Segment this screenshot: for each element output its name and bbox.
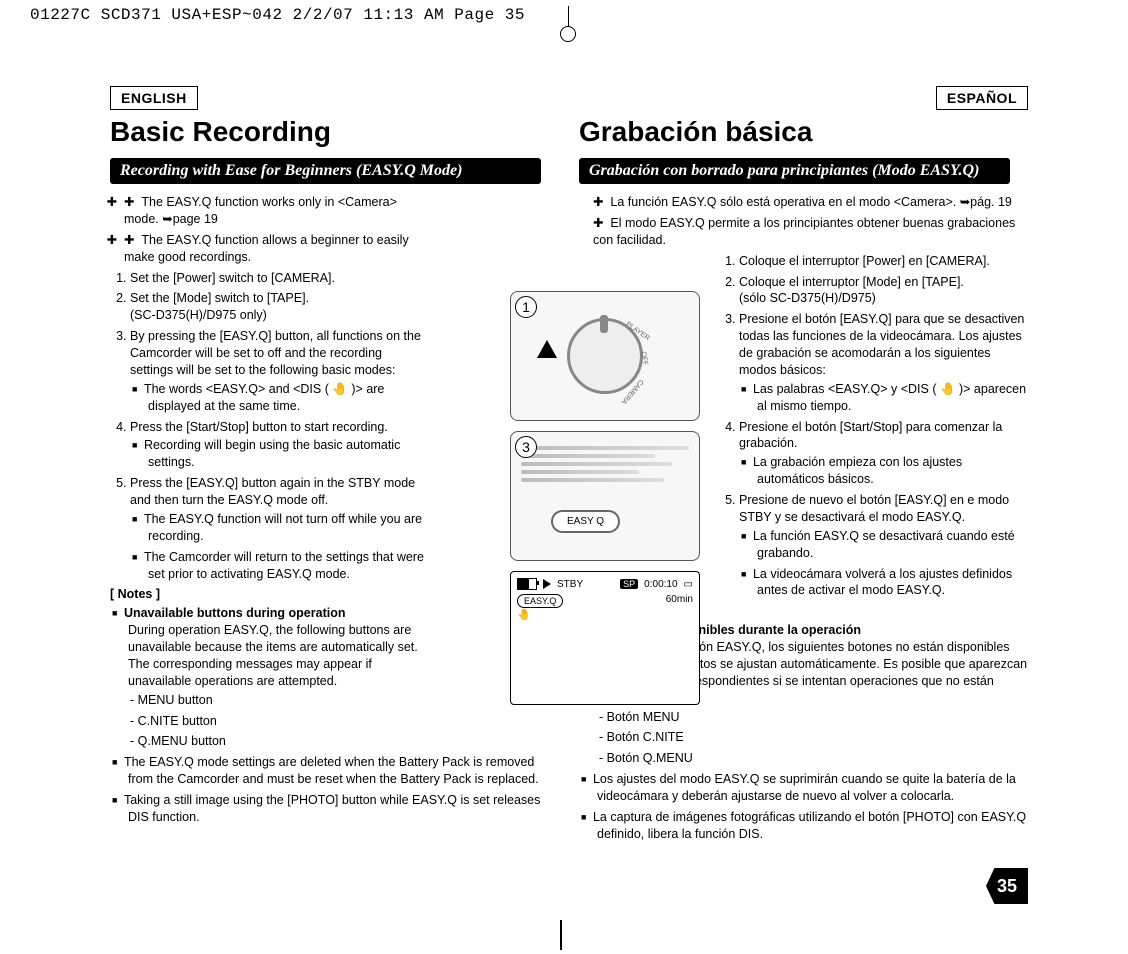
crop-mark-top — [560, 6, 576, 42]
dis-hand-icon: 🤚 — [517, 608, 693, 621]
figure-power-switch: 1 PLAYER OFF CAMERA — [510, 291, 700, 421]
dial-label-off: OFF — [639, 351, 648, 366]
note-subitem: Q.MENU button — [146, 733, 425, 750]
step-item: Presione el botón [EASY.Q] para que se d… — [739, 311, 1028, 414]
step-item: Press the [Start/Stop] button to start r… — [130, 419, 425, 472]
notes-heading: [ Notes ] — [110, 586, 425, 603]
substep: The EASY.Q function will not turn off wh… — [148, 511, 425, 545]
easyq-button-label: EASY Q — [551, 510, 620, 533]
step-item: Presione de nuevo el botón [EASY.Q] en e… — [739, 492, 1028, 599]
body-spanish-intro: ✚ La función EASY.Q sólo está operativa … — [579, 194, 1028, 249]
step-item: Coloque el interruptor [Mode] en [TAPE].… — [739, 274, 1028, 308]
content-frame: ENGLISH Basic Recording Recording with E… — [110, 86, 1028, 914]
figure-zone: 1 PLAYER OFF CAMERA 3 EASY Q — [510, 291, 700, 705]
substep: La grabación empieza con los ajustes aut… — [757, 454, 1028, 488]
intro-line: ✚ The EASY.Q function allows a beginner … — [124, 232, 425, 266]
note-subitem: Botón Q.MENU — [615, 750, 1028, 767]
note-item: The EASY.Q mode settings are deleted whe… — [128, 754, 550, 788]
note-item: Los ajustes del modo EASY.Q se suprimirá… — [597, 771, 1028, 805]
note-subitem: C.NITE button — [146, 713, 425, 730]
lcd-remaining: 60min — [666, 594, 693, 605]
substep: La videocámara volverá a los ajustes def… — [757, 566, 1028, 600]
body-english-wide: The EASY.Q mode settings are deleted whe… — [110, 754, 550, 826]
step-item: Presione el botón [Start/Stop] para come… — [739, 419, 1028, 489]
step-item: Set the [Power] switch to [CAMERA]. — [130, 270, 425, 287]
lcd-easyq-pill: EASY.Q — [517, 594, 563, 608]
figure-easyq-button: 3 EASY Q — [510, 431, 700, 561]
language-tag-spanish: ESPAÑOL — [936, 86, 1028, 110]
play-indicator-icon — [543, 579, 551, 589]
note-subitem: Botón MENU — [615, 709, 1028, 726]
figure-lcd-screen: STBY SP 0:00:10 ▭ EASY.Q 60min 🤚 — [510, 571, 700, 705]
intro-line: ✚ The EASY.Q function works only in <Cam… — [124, 194, 425, 228]
cassette-icon: ▭ — [684, 579, 693, 590]
lcd-timecode: 0:00:10 — [644, 579, 677, 590]
battery-icon — [517, 578, 537, 590]
step-item: Set the [Mode] switch to [TAPE].(SC-D375… — [130, 290, 425, 324]
body-english: ✚ The EASY.Q function works only in <Cam… — [110, 194, 425, 750]
lcd-sp-badge: SP — [620, 579, 638, 589]
body-spanish-steps: Coloque el interruptor [Power] en [CAMER… — [719, 253, 1028, 600]
figure-label-1: 1 — [515, 296, 537, 318]
crop-mark-bottom — [560, 920, 562, 950]
column-english: ENGLISH Basic Recording Recording with E… — [110, 86, 569, 914]
section-bar-spanish: Grabación con borrado para principiantes… — [579, 158, 1010, 184]
note-subitem: MENU button — [146, 692, 425, 709]
manual-page: 01227C SCD371 USA+ESP~042 2/2/07 11:13 A… — [0, 0, 1128, 954]
substep: Las palabras <EASY.Q> y <DIS ( 🤚 )> apar… — [757, 381, 1028, 415]
intro-line: ✚ El modo EASY.Q permite a los principia… — [593, 215, 1028, 249]
section-bar-english: Recording with Ease for Beginners (EASY.… — [110, 158, 541, 184]
substep: La función EASY.Q se desactivará cuando … — [757, 528, 1028, 562]
note-subitem: Botón C.NITE — [615, 729, 1028, 746]
step-item: Press the [EASY.Q] button again in the S… — [130, 475, 425, 582]
note-item: Unavailable buttons during operation Dur… — [128, 605, 425, 750]
substep: The words <EASY.Q> and <DIS ( 🤚 )> are d… — [148, 381, 425, 415]
figure-label-3: 3 — [515, 436, 537, 458]
note-item: Taking a still image using the [PHOTO] b… — [128, 792, 550, 826]
language-tag-english: ENGLISH — [110, 86, 198, 110]
substep: Recording will begin using the basic aut… — [148, 437, 425, 471]
step-item: By pressing the [EASY.Q] button, all fun… — [130, 328, 425, 414]
page-number-badge: 35 — [986, 868, 1028, 904]
step-item: Coloque el interruptor [Power] en [CAMER… — [739, 253, 1028, 270]
lcd-stby-label: STBY — [557, 579, 583, 590]
intro-line: ✚ La función EASY.Q sólo está operativa … — [593, 194, 1028, 211]
button-panel-icon — [521, 442, 689, 492]
substep: The Camcorder will return to the setting… — [148, 549, 425, 583]
title-spanish: Grabación básica — [579, 116, 1028, 148]
note-item: La captura de imágenes fotográficas util… — [597, 809, 1028, 843]
arrow-up-icon — [537, 340, 557, 358]
title-english: Basic Recording — [110, 116, 559, 148]
